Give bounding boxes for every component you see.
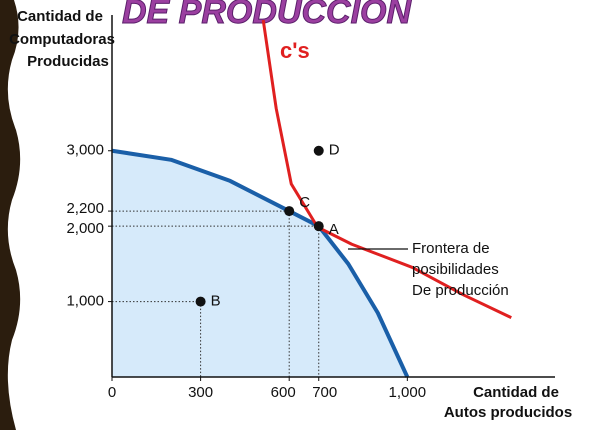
point-label: A bbox=[329, 221, 339, 238]
y-axis-label: Producidas bbox=[27, 53, 109, 70]
x-axis-label: Cantidad de bbox=[473, 384, 559, 401]
handwritten-label: c's bbox=[280, 38, 310, 63]
x-tick-label: 0 bbox=[108, 384, 116, 401]
point-label: C bbox=[299, 194, 310, 211]
x-axis-label: Autos producidos bbox=[444, 404, 572, 421]
cis-line bbox=[261, 19, 512, 320]
y-axis-label: Cantidad de bbox=[17, 8, 103, 25]
decor-border bbox=[0, 0, 21, 430]
y-tick-label: 1,000 bbox=[66, 293, 104, 310]
x-tick-label: 600 bbox=[271, 384, 296, 401]
point-label: D bbox=[329, 142, 340, 159]
chart-title: DE PRODUCCION bbox=[122, 0, 412, 31]
frontier-area bbox=[112, 150, 408, 377]
point bbox=[284, 206, 295, 217]
point bbox=[195, 296, 206, 307]
x-tick-label: 300 bbox=[188, 384, 213, 401]
x-tick-label: 1,000 bbox=[389, 384, 427, 401]
y-tick-label: 2,200 bbox=[66, 200, 104, 217]
x-tick-label: 700 bbox=[312, 384, 337, 401]
point-label: B bbox=[211, 293, 221, 310]
annotation: posibilidades bbox=[412, 261, 499, 278]
y-axis-label: Computadoras bbox=[9, 31, 115, 48]
y-tick-label: 3,000 bbox=[66, 142, 104, 159]
annotation: Frontera de bbox=[412, 240, 490, 257]
frontier-line bbox=[111, 148, 410, 378]
point bbox=[313, 221, 324, 232]
point bbox=[313, 145, 324, 156]
y-tick-label: 2,000 bbox=[66, 220, 104, 237]
annotation: De producción bbox=[412, 282, 509, 299]
